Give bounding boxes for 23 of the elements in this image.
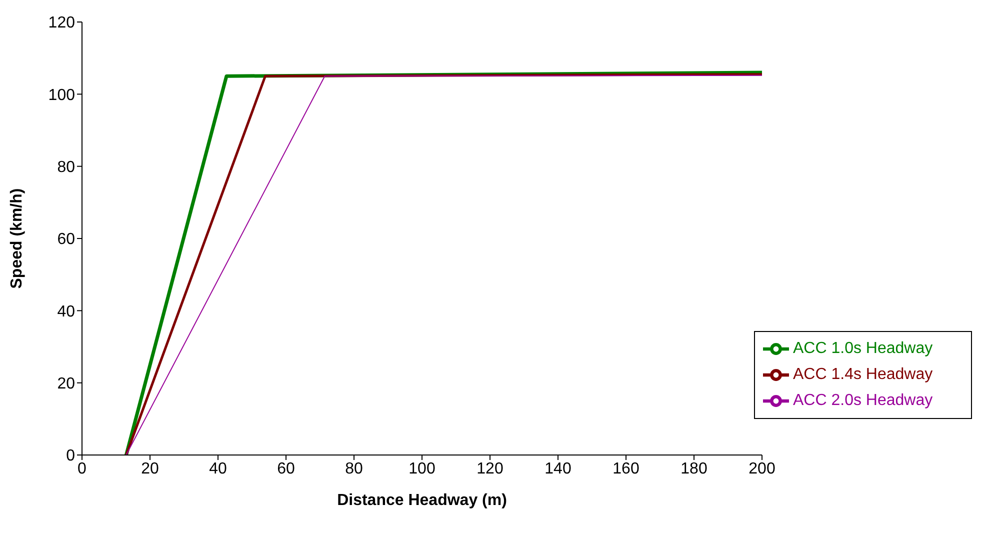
x-tick-label: 100 [408, 460, 436, 478]
x-tick-label: 180 [680, 460, 708, 478]
x-tick-label: 40 [209, 460, 227, 478]
y-tick-label: 0 [66, 448, 76, 465]
y-tick-label: 60 [57, 231, 76, 248]
legend-label: ACC 2.0s Headway [793, 392, 933, 410]
x-axis-title: Distance Headway (m) [337, 492, 507, 509]
y-tick-label: 20 [57, 376, 76, 393]
x-tick-label: 80 [345, 460, 363, 478]
x-tick-label: 160 [612, 460, 640, 478]
y-axis-title: Speed (km/h) [8, 188, 26, 289]
y-tick-label: 100 [48, 86, 76, 104]
x-tick-label: 20 [141, 460, 159, 478]
legend-label: ACC 1.0s Headway [793, 340, 933, 358]
y-tick-label: 120 [48, 14, 76, 32]
x-tick-label: 120 [476, 460, 504, 478]
x-tick-label: 0 [78, 460, 87, 478]
x-tick-label: 200 [748, 460, 776, 478]
x-tick-label: 140 [544, 460, 572, 478]
x-tick-label: 60 [277, 460, 295, 478]
legend-label: ACC 1.4s Headway [793, 366, 933, 384]
y-tick-label: 40 [57, 303, 76, 320]
y-tick-label: 80 [57, 159, 76, 176]
